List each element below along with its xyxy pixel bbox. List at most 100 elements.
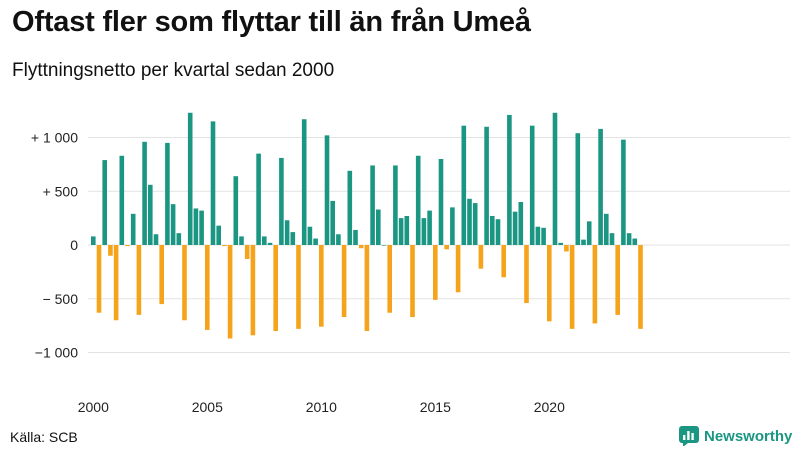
bar-negative: 2013 Q1: -630: [387, 245, 392, 313]
bar-positive: 2022 Q4: 110: [609, 233, 615, 245]
bar-positive: 2012 Q4: 0: [381, 245, 387, 246]
bar-positive: 2017 Q4: 240: [495, 219, 501, 245]
bar-positive: 2021 Q3: 50: [581, 239, 586, 245]
bar-positive: 2000 Q1: 80: [91, 236, 96, 245]
bar-positive: 2020 Q2: 1230: [552, 112, 558, 246]
bar-positive: 2003 Q3: 380: [170, 204, 176, 245]
y-axis-labels: + 1 000 + 500 0 − 500 −1 000: [31, 130, 78, 361]
bar-positive: 2002 Q3: 560: [148, 184, 153, 245]
bar-positive: 2014 Q4: 320: [427, 210, 432, 245]
x-tick-label: 2020: [534, 399, 565, 415]
bar-positive: 2006 Q3: 80: [239, 236, 244, 245]
bar-positive: 2005 Q2: 1150: [210, 121, 216, 245]
bar-positive: 2007 Q2: 850: [256, 153, 261, 245]
bar-positive: 2008 Q3: 230: [284, 220, 290, 245]
bar-positive: 2019 Q3: 170: [535, 226, 541, 245]
bar-positive: 2019 Q4: 160: [541, 227, 546, 245]
y-tick-label: + 500: [43, 183, 79, 199]
bar-positive: 2008 Q2: 810: [279, 157, 284, 245]
bar-negative: 2010 Q1: -760: [319, 245, 324, 327]
bar-positive: 2005 Q3: 180: [216, 225, 221, 245]
bar-positive: 2004 Q4: 320: [199, 210, 204, 245]
bar-positive: 2013 Q3: 250: [398, 218, 404, 245]
y-tick-label: + 1 000: [31, 130, 78, 146]
bar-negative: 2007 Q1: -840: [250, 245, 256, 336]
bar-positive: 2009 Q3: 170: [307, 226, 313, 245]
bar-negative: 2001 Q1: -700: [113, 245, 119, 321]
bar-positive: 2012 Q3: 330: [376, 209, 381, 245]
newsworthy-chart-icon: [679, 426, 699, 446]
bar-negative: 2017 Q1: -220: [478, 245, 484, 269]
bars: 2000 Q1: 802000 Q2: -6302000 Q3: 7902000…: [91, 112, 643, 339]
bar-negative: 2020 Q4: -60: [564, 245, 569, 252]
bar-negative: 2000 Q4: -100: [108, 245, 113, 256]
bar-negative: 2018 Q1: -300: [501, 245, 506, 278]
bar-positive: 2011 Q2: 690: [347, 170, 353, 245]
bar-positive: 2002 Q4: 100: [153, 234, 159, 245]
bar-positive: 2002 Q2: 960: [142, 141, 147, 245]
bar-positive: 2014 Q2: 830: [415, 155, 421, 245]
bar-positive: 2021 Q2: 1040: [575, 133, 581, 245]
bar-negative: 2012 Q1: -800: [364, 245, 370, 331]
bar-positive: 2000 Q3: 790: [102, 160, 107, 245]
bar-positive: 2001 Q4: 290: [130, 213, 136, 245]
bar-positive: 2014 Q3: 250: [421, 218, 427, 245]
bar-negative: 2006 Q4: -130: [244, 245, 250, 259]
bar-positive: 2013 Q2: 740: [393, 165, 398, 245]
bar-positive: 2010 Q3: 410: [330, 200, 335, 245]
bar-negative: 2005 Q4: -10: [222, 245, 227, 247]
y-tick-label: − 500: [43, 291, 79, 307]
chart-title: Oftast fler som flyttar till än från Ume…: [12, 6, 531, 38]
bar-positive: 2004 Q3: 340: [193, 208, 199, 245]
bar-positive: 2023 Q3: 110: [626, 233, 632, 245]
bar-positive: 2001 Q2: 830: [119, 155, 125, 245]
bar-positive: 2008 Q4: 120: [290, 232, 296, 245]
bar-positive: 2003 Q4: 110: [176, 233, 182, 245]
y-tick-label: 0: [70, 237, 78, 253]
bar-positive: 2007 Q4: 20: [267, 242, 273, 245]
bar-negative: 2024 Q1: -780: [638, 245, 643, 329]
bar-negative: 2009 Q1: -780: [296, 245, 301, 329]
bar-negative: 2014 Q1: -670: [410, 245, 415, 318]
bar-negative: 2004 Q1: -700: [182, 245, 187, 321]
bar-negative: 2022 Q1: -730: [592, 245, 598, 324]
bar-positive: 2022 Q3: 290: [604, 213, 609, 245]
bar-negative: 2011 Q4: -30: [358, 245, 364, 249]
bar-negative: 2023 Q1: -650: [615, 245, 620, 315]
bar-positive: 2012 Q2: 740: [370, 165, 375, 245]
bar-positive: 2017 Q2: 1100: [484, 126, 489, 245]
x-axis-labels: 2000 2005 2010 2015 2020: [78, 399, 565, 415]
source-note: Källa: SCB: [10, 429, 78, 445]
bar-positive: 2017 Q3: 270: [490, 215, 495, 245]
bar-positive: 2020 Q3: 20: [558, 242, 563, 245]
bar-positive: 2018 Q4: 400: [518, 202, 524, 245]
x-tick-label: 2010: [306, 399, 337, 415]
bar-positive: 2006 Q2: 640: [233, 176, 239, 245]
bar-positive: 2015 Q4: 350: [450, 207, 455, 245]
bar-positive: 2018 Q3: 310: [512, 211, 518, 245]
bar-negative: 2006 Q1: -870: [227, 245, 233, 339]
brand-logo: Newsworthy: [679, 426, 792, 446]
bar-positive: 2023 Q4: 60: [632, 238, 638, 245]
bar-positive: 2011 Q3: 140: [353, 229, 358, 245]
x-tick-label: 2015: [420, 399, 451, 415]
bar-negative: 2015 Q1: -510: [433, 245, 438, 300]
bar-positive: 2016 Q2: 1110: [461, 125, 467, 245]
bar-negative: 2002 Q1: -650: [136, 245, 142, 315]
bar-negative: 2021 Q1: -780: [569, 245, 575, 329]
bar-positive: 2016 Q4: 390: [472, 203, 478, 245]
bar-negative: 2020 Q1: -710: [547, 245, 552, 322]
bar-positive: 2021 Q4: 220: [586, 221, 592, 245]
bar-positive: 2019 Q2: 1110: [529, 125, 535, 245]
bar-negative: 2008 Q1: -800: [273, 245, 278, 331]
bar-negative: 2005 Q1: -790: [205, 245, 210, 330]
bar-negative: 2019 Q1: -540: [524, 245, 529, 304]
bar-positive: 2016 Q3: 430: [467, 198, 472, 245]
bar-negative: 2001 Q3: -10: [125, 245, 130, 247]
x-tick-label: 2005: [192, 399, 223, 415]
bar-negative: 2016 Q1: -440: [455, 245, 461, 293]
bar-positive: 2009 Q2: 1170: [301, 119, 307, 245]
bar-positive: 2010 Q4: 100: [336, 234, 341, 245]
